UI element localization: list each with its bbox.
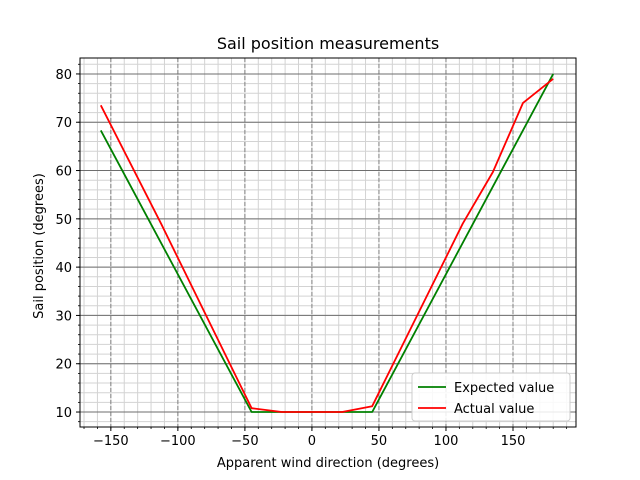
x-tick-label: −100: [160, 434, 196, 449]
y-axis-label: Sail position (degrees): [32, 173, 47, 319]
x-tick-label: 100: [434, 434, 459, 449]
y-tick-label: 40: [55, 261, 72, 276]
series-layer: [99, 73, 554, 413]
x-axis-label: Apparent wind direction (degrees): [217, 456, 439, 471]
y-tick-label: 10: [55, 406, 72, 421]
y-tick-label: 80: [55, 68, 72, 83]
x-tick-label: 150: [501, 434, 526, 449]
x-tick-label: −150: [93, 434, 129, 449]
y-tick-label: 20: [55, 358, 72, 373]
y-tick-label: 70: [55, 116, 72, 131]
chart-title: Sail position measurements: [217, 34, 439, 53]
axis-ticks: −150 −100 −50 0 50 100 150 10 20 30 40 50 60 70 80: [55, 63, 568, 449]
x-tick-label: 50: [371, 434, 388, 449]
legend-label: Actual value: [454, 402, 534, 417]
y-tick-label: 30: [55, 309, 72, 324]
y-tick-label: 60: [55, 165, 72, 180]
legend-label: Expected value: [454, 381, 554, 396]
legend-box: [411, 372, 571, 422]
y-tick-label: 50: [55, 213, 72, 228]
x-tick-label: 0: [308, 434, 316, 449]
legend: Expected value Actual value: [411, 372, 571, 422]
x-tick-label: −50: [231, 434, 258, 449]
series-line-actual: [99, 78, 554, 413]
plot-frame: [79, 57, 577, 428]
